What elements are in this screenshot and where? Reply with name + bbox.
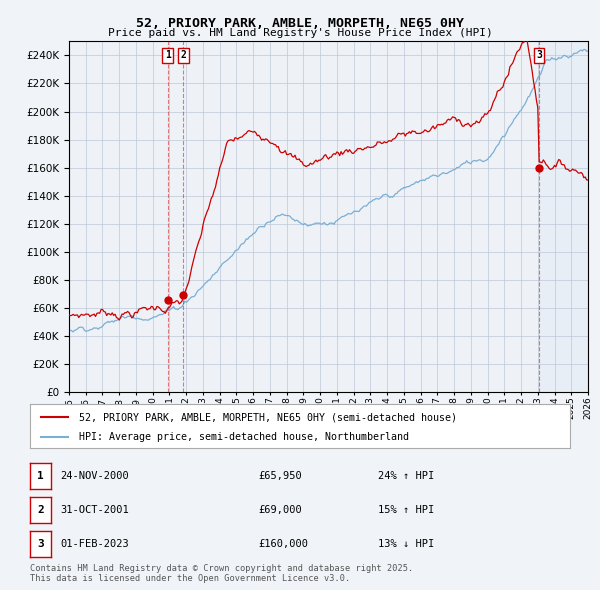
Text: 3: 3 bbox=[37, 539, 44, 549]
Text: 01-FEB-2023: 01-FEB-2023 bbox=[60, 539, 129, 549]
Text: 2: 2 bbox=[37, 505, 44, 515]
Text: 13% ↓ HPI: 13% ↓ HPI bbox=[378, 539, 434, 549]
Bar bbox=[539, 41, 588, 392]
Text: 52, PRIORY PARK, AMBLE, MORPETH, NE65 0HY: 52, PRIORY PARK, AMBLE, MORPETH, NE65 0H… bbox=[136, 17, 464, 30]
Text: 24% ↑ HPI: 24% ↑ HPI bbox=[378, 471, 434, 481]
Text: Price paid vs. HM Land Registry's House Price Index (HPI): Price paid vs. HM Land Registry's House … bbox=[107, 28, 493, 38]
Text: 2: 2 bbox=[181, 50, 186, 60]
Text: 1: 1 bbox=[37, 471, 44, 481]
Text: 3: 3 bbox=[536, 50, 542, 60]
Text: £69,000: £69,000 bbox=[258, 505, 302, 515]
Text: £160,000: £160,000 bbox=[258, 539, 308, 549]
Text: 52, PRIORY PARK, AMBLE, MORPETH, NE65 0HY (semi-detached house): 52, PRIORY PARK, AMBLE, MORPETH, NE65 0H… bbox=[79, 412, 457, 422]
Text: 24-NOV-2000: 24-NOV-2000 bbox=[60, 471, 129, 481]
Text: 15% ↑ HPI: 15% ↑ HPI bbox=[378, 505, 434, 515]
Text: 1: 1 bbox=[165, 50, 171, 60]
Text: 31-OCT-2001: 31-OCT-2001 bbox=[60, 505, 129, 515]
Text: £65,950: £65,950 bbox=[258, 471, 302, 481]
Text: Contains HM Land Registry data © Crown copyright and database right 2025.
This d: Contains HM Land Registry data © Crown c… bbox=[30, 563, 413, 583]
Text: HPI: Average price, semi-detached house, Northumberland: HPI: Average price, semi-detached house,… bbox=[79, 432, 409, 442]
